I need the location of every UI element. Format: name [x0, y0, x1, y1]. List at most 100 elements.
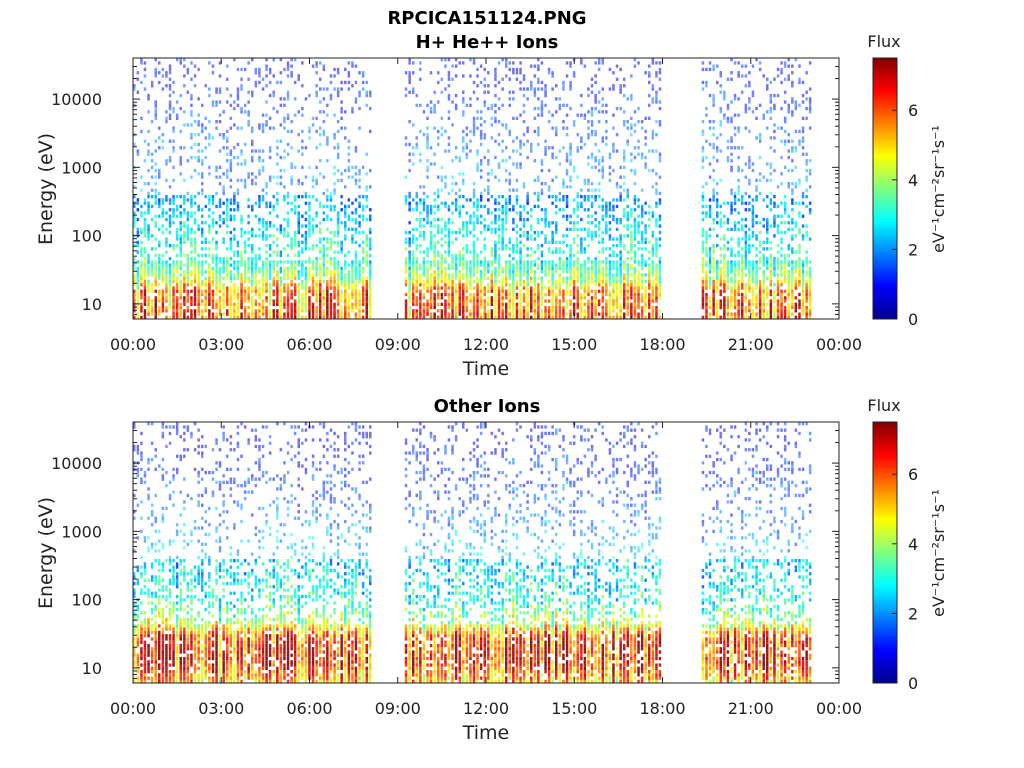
heatmap-cell	[158, 273, 161, 277]
heatmap-cell	[208, 296, 211, 300]
heatmap-cell	[322, 211, 326, 215]
heatmap-cell	[648, 312, 651, 316]
heatmap-cell	[465, 198, 469, 202]
heatmap-cell	[190, 123, 193, 127]
heatmap-cell	[712, 276, 715, 280]
heatmap-cell	[247, 77, 250, 81]
heatmap-cell	[168, 276, 172, 280]
heatmap-cell	[723, 263, 726, 267]
heatmap-cell	[354, 279, 358, 284]
heatmap-cell	[336, 309, 340, 313]
heatmap-cell	[494, 240, 497, 244]
heatmap-cell	[422, 273, 426, 277]
heatmap-cell	[583, 273, 587, 277]
heatmap-cell	[533, 106, 537, 111]
heatmap-cell	[175, 302, 179, 306]
heatmap-cell	[565, 168, 569, 173]
heatmap-cell	[154, 237, 157, 241]
heatmap-cell	[583, 266, 587, 271]
heatmap-cell	[226, 100, 229, 104]
heatmap-cell	[633, 250, 637, 254]
heatmap-cell	[183, 123, 186, 127]
heatmap-cell	[208, 283, 211, 287]
heatmap-cell	[494, 221, 497, 225]
heatmap-cell	[472, 273, 476, 277]
heatmap-cell	[594, 309, 597, 313]
heatmap-cell	[254, 309, 258, 313]
heatmap-cell	[551, 113, 554, 117]
heatmap-cell	[594, 155, 597, 160]
heatmap-cell	[540, 292, 544, 297]
heatmap-cell	[572, 120, 576, 124]
heatmap-cell	[168, 217, 172, 222]
heatmap-cell	[301, 296, 304, 300]
heatmap-cell	[304, 273, 308, 277]
heatmap-cell	[211, 201, 215, 205]
heatmap-cell	[580, 283, 583, 287]
heatmap-cell	[580, 247, 583, 251]
heatmap-cell	[565, 155, 569, 160]
heatmap-cell	[358, 224, 361, 228]
heatmap-cell	[537, 292, 540, 297]
heatmap-cell	[433, 299, 436, 303]
heatmap-cell	[658, 175, 662, 179]
heatmap-cell	[648, 217, 651, 222]
heatmap-cell	[150, 247, 154, 251]
heatmap-cell	[279, 224, 283, 228]
heatmap-cell	[708, 260, 712, 264]
heatmap-cell	[215, 100, 218, 104]
heatmap-cell	[233, 292, 236, 297]
heatmap-cell	[147, 142, 150, 147]
heatmap-cell	[454, 283, 458, 287]
heatmap-cell	[530, 309, 533, 313]
heatmap-cell	[522, 221, 526, 225]
heatmap-cell	[572, 211, 576, 215]
heatmap-cell	[265, 260, 268, 264]
heatmap-cell	[208, 270, 211, 274]
heatmap-cell	[233, 253, 236, 258]
heatmap-cell	[626, 191, 629, 196]
heatmap-cell	[197, 142, 200, 147]
heatmap-cell	[204, 126, 207, 130]
heatmap-cell	[494, 139, 497, 143]
heatmap-cell	[268, 116, 272, 120]
heatmap-cell	[526, 312, 529, 316]
heatmap-cell	[619, 263, 622, 267]
heatmap-cell	[530, 299, 533, 303]
heatmap-cell	[483, 302, 486, 306]
heatmap-cell	[311, 279, 315, 284]
heatmap-cell	[505, 61, 508, 65]
heatmap-cell	[147, 234, 150, 238]
heatmap-cell	[490, 289, 494, 293]
heatmap-cell	[476, 97, 479, 101]
heatmap-cell	[358, 93, 361, 98]
heatmap-cell	[251, 230, 254, 235]
heatmap-cell	[419, 67, 422, 72]
heatmap-cell	[315, 93, 318, 98]
heatmap-cell	[193, 201, 197, 205]
heatmap-cell	[447, 191, 451, 196]
heatmap-cell	[258, 217, 261, 222]
heatmap-cell	[186, 224, 190, 228]
heatmap-cell	[419, 152, 422, 156]
heatmap-cell	[569, 159, 572, 163]
heatmap-cell	[555, 198, 558, 202]
heatmap-cell	[136, 90, 140, 94]
heatmap-cell	[569, 312, 572, 316]
heatmap-cell	[319, 87, 322, 91]
heatmap-cell	[308, 201, 311, 205]
heatmap-cell	[208, 240, 211, 244]
heatmap-cell	[429, 208, 433, 212]
heatmap-cell	[276, 309, 279, 313]
heatmap-cell	[444, 315, 447, 319]
heatmap-cell	[365, 80, 368, 85]
heatmap-cell	[140, 188, 143, 192]
heatmap-cell	[494, 279, 497, 284]
heatmap-cell	[218, 182, 222, 186]
heatmap-cell	[140, 266, 143, 271]
heatmap-cell	[655, 299, 658, 303]
heatmap-cell	[537, 133, 540, 137]
heatmap-cell	[522, 185, 526, 189]
heatmap-cell	[190, 77, 193, 81]
heatmap-cell	[261, 129, 265, 134]
